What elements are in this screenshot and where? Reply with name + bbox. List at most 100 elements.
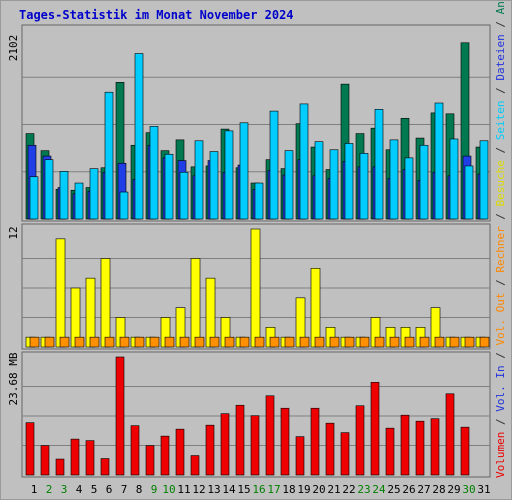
bar-rechner xyxy=(344,336,355,348)
x-tick-label: 1 xyxy=(31,483,38,496)
bar-seiten xyxy=(389,139,399,220)
x-tick-label: 10 xyxy=(162,483,175,496)
y-axis-max-bottom: 23.68 MB xyxy=(7,352,20,405)
bar-seiten xyxy=(464,165,474,220)
y-axis-max-middle: 12 xyxy=(7,226,20,239)
x-tick-label: 25 xyxy=(387,483,400,496)
x-tick-label: 11 xyxy=(177,483,190,496)
bar-seiten xyxy=(479,140,489,220)
bar-besuche xyxy=(100,258,111,348)
bar-volumen xyxy=(385,427,395,476)
legend-entry: / xyxy=(494,346,507,366)
bar-volumen xyxy=(265,395,275,476)
bar-seiten xyxy=(449,138,459,220)
x-tick-label: 3 xyxy=(61,483,68,496)
legend-entry: Vol. Out xyxy=(494,293,507,346)
bar-seiten xyxy=(299,103,309,220)
bar-volumen xyxy=(295,436,305,476)
legend-entry: Volumen xyxy=(494,432,507,478)
bar-seiten xyxy=(314,141,324,220)
legend-entry: Rechner xyxy=(494,226,507,273)
bar-seiten xyxy=(359,153,369,220)
bar-volumen xyxy=(445,393,455,476)
bar-rechner xyxy=(374,336,385,348)
x-tick-label: 13 xyxy=(207,483,220,496)
bar-rechner xyxy=(359,336,370,348)
bar-volumen xyxy=(145,445,155,476)
bar-seiten xyxy=(119,191,129,220)
bar-rechner xyxy=(149,336,160,348)
x-tick-label: 18 xyxy=(282,483,295,496)
bar-rechner xyxy=(269,336,280,348)
right-legend: Volumen / Vol. In / Vol. Out / Rechner /… xyxy=(494,0,507,478)
bar-rechner xyxy=(299,336,310,348)
bar-volumen xyxy=(190,455,200,476)
legend-entry: / xyxy=(494,14,507,34)
bar-rechner xyxy=(164,336,175,348)
bar-seiten xyxy=(329,149,339,220)
bar-volumen xyxy=(55,458,65,476)
bar-seiten xyxy=(179,171,189,220)
bar-volumen xyxy=(460,426,470,476)
x-tick-label: 15 xyxy=(237,483,250,496)
bar-rechner xyxy=(464,336,475,348)
legend-entry: / xyxy=(494,273,507,293)
x-tick-label: 27 xyxy=(417,483,430,496)
x-tick-label: 2 xyxy=(46,483,53,496)
bar-volumen xyxy=(40,445,50,476)
bar-besuche xyxy=(310,268,321,348)
bar-seiten xyxy=(269,110,279,220)
bar-rechner xyxy=(194,336,205,348)
x-tick-label: 8 xyxy=(136,483,143,496)
bar-rechner xyxy=(119,336,130,348)
bar-volumen xyxy=(115,356,125,476)
bar-besuche xyxy=(85,277,96,348)
bar-rechner xyxy=(104,336,115,348)
x-tick-label: 4 xyxy=(76,483,83,496)
bar-volumen xyxy=(100,458,110,476)
bar-seiten xyxy=(89,168,99,220)
bar-rechner xyxy=(329,336,340,348)
legend-entry: Dateien xyxy=(494,34,507,80)
x-tick-label: 5 xyxy=(91,483,98,496)
bar-volumen xyxy=(130,425,140,476)
bar-seiten xyxy=(209,151,219,220)
bar-seiten xyxy=(434,102,444,220)
bar-volumen xyxy=(160,435,170,476)
bar-volumen xyxy=(430,418,440,476)
x-tick-label: 21 xyxy=(327,483,340,496)
bar-rechner xyxy=(434,336,445,348)
bar-seiten xyxy=(149,126,159,220)
bar-volumen xyxy=(175,428,185,476)
bar-seiten xyxy=(74,182,84,220)
bar-besuche xyxy=(190,258,201,348)
legend-entry: Anfragen xyxy=(494,0,507,14)
bar-rechner xyxy=(449,336,460,348)
x-tick-label: 23 xyxy=(357,483,370,496)
bar-rechner xyxy=(74,336,85,348)
bar-rechner xyxy=(479,336,490,348)
x-tick-label: 7 xyxy=(121,483,128,496)
bar-volumen xyxy=(280,407,290,476)
x-tick-label: 29 xyxy=(447,483,460,496)
bar-seiten xyxy=(374,109,384,220)
x-tick-label: 17 xyxy=(267,483,280,496)
x-tick-label: 26 xyxy=(402,483,415,496)
bar-seiten xyxy=(44,159,54,220)
bar-seiten xyxy=(344,143,354,220)
bar-seiten xyxy=(59,171,69,220)
x-tick-label: 30 xyxy=(462,483,475,496)
bar-rechner xyxy=(254,336,265,348)
bar-volumen xyxy=(205,424,215,476)
legend-entry: / xyxy=(494,206,507,226)
bar-volumen xyxy=(250,415,260,476)
bar-volumen xyxy=(415,420,425,476)
legend-entry: / xyxy=(494,81,507,101)
bar-seiten xyxy=(239,122,249,220)
bar-rechner xyxy=(179,336,190,348)
bar-rechner xyxy=(284,336,295,348)
x-tick-label: 12 xyxy=(192,483,205,496)
x-tick-label: 19 xyxy=(297,483,310,496)
bar-rechner xyxy=(89,336,100,348)
bar-volumen xyxy=(370,382,380,476)
